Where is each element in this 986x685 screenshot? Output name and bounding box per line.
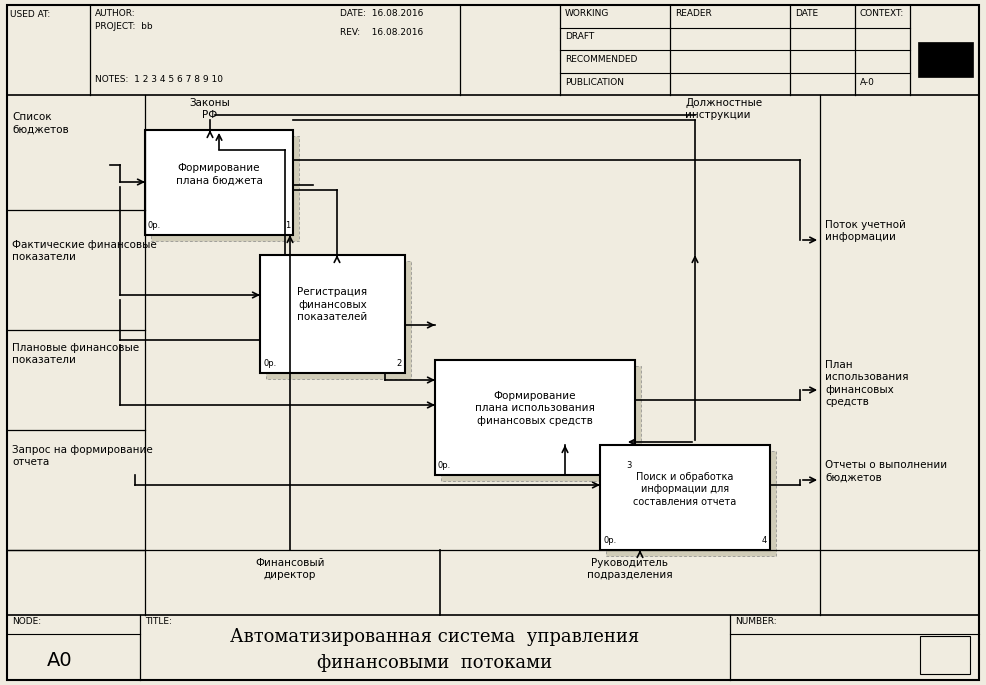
Text: 1: 1 (285, 221, 290, 230)
Text: PUBLICATION: PUBLICATION (565, 78, 624, 87)
Text: PROJECT:  bb: PROJECT: bb (95, 22, 153, 31)
FancyBboxPatch shape (606, 451, 776, 556)
Text: TITLE:: TITLE: (145, 617, 172, 626)
Text: WORKING: WORKING (565, 9, 609, 18)
Text: USED AT:: USED AT: (10, 10, 50, 19)
Bar (600, 445, 770, 550)
Bar (920, 636, 970, 674)
Text: NODE:: NODE: (12, 617, 41, 626)
Text: RECOMMENDED: RECOMMENDED (565, 55, 637, 64)
Text: Законы
РФ: Законы РФ (189, 98, 231, 121)
Text: 2: 2 (396, 359, 402, 368)
Text: A-0: A-0 (860, 78, 875, 87)
Text: Фактические финансовые
показатели: Фактические финансовые показатели (12, 240, 157, 262)
Text: Список
бюджетов: Список бюджетов (12, 112, 69, 134)
Text: DATE: DATE (795, 9, 818, 18)
Text: Отчеты о выполнении
бюджетов: Отчеты о выполнении бюджетов (825, 460, 948, 482)
Text: AUTHOR:: AUTHOR: (95, 9, 136, 18)
Text: Формирование
плана использования
финансовых средств: Формирование плана использования финансо… (475, 391, 595, 425)
Text: План
использования
финансовых
средств: План использования финансовых средств (825, 360, 908, 407)
Text: Финансовый
директор: Финансовый директор (255, 558, 324, 580)
Text: Автоматизированная система  управления
финансовыми  потоками: Автоматизированная система управления фи… (231, 629, 640, 671)
Text: 0р.: 0р. (148, 221, 162, 230)
FancyBboxPatch shape (151, 136, 299, 241)
Bar (918, 42, 973, 77)
Text: Руководитель
подразделения: Руководитель подразделения (588, 558, 672, 580)
Bar (435, 360, 635, 475)
Text: Формирование
плана бюджета: Формирование плана бюджета (176, 163, 262, 186)
Text: 0р.: 0р. (603, 536, 616, 545)
Text: Должностные
инструкции: Должностные инструкции (685, 98, 762, 121)
Text: CONTEXT:: CONTEXT: (860, 9, 904, 18)
Text: Плановые финансовые
показатели: Плановые финансовые показатели (12, 343, 139, 365)
Bar (145, 130, 293, 235)
Bar (260, 255, 405, 373)
Text: A0: A0 (47, 651, 73, 670)
Text: 0р.: 0р. (438, 461, 452, 470)
Text: 3: 3 (627, 461, 632, 470)
Text: REV:    16.08.2016: REV: 16.08.2016 (340, 28, 423, 37)
Text: 4: 4 (762, 536, 767, 545)
Text: Запрос на формирование
отчета: Запрос на формирование отчета (12, 445, 153, 467)
FancyBboxPatch shape (266, 261, 411, 379)
Text: DATE:  16.08.2016: DATE: 16.08.2016 (340, 9, 423, 18)
Text: DRAFT: DRAFT (565, 32, 595, 41)
Text: READER: READER (675, 9, 712, 18)
Text: Поток учетной
информации: Поток учетной информации (825, 220, 906, 242)
FancyBboxPatch shape (441, 366, 641, 481)
Text: NUMBER:: NUMBER: (735, 617, 777, 626)
Text: Поиск и обработка
информации для
составления отчета: Поиск и обработка информации для составл… (633, 472, 737, 506)
Text: Регистрация
финансовых
показателей: Регистрация финансовых показателей (298, 287, 368, 322)
Text: NOTES:  1 2 3 4 5 6 7 8 9 10: NOTES: 1 2 3 4 5 6 7 8 9 10 (95, 75, 223, 84)
Text: 0р.: 0р. (263, 359, 276, 368)
